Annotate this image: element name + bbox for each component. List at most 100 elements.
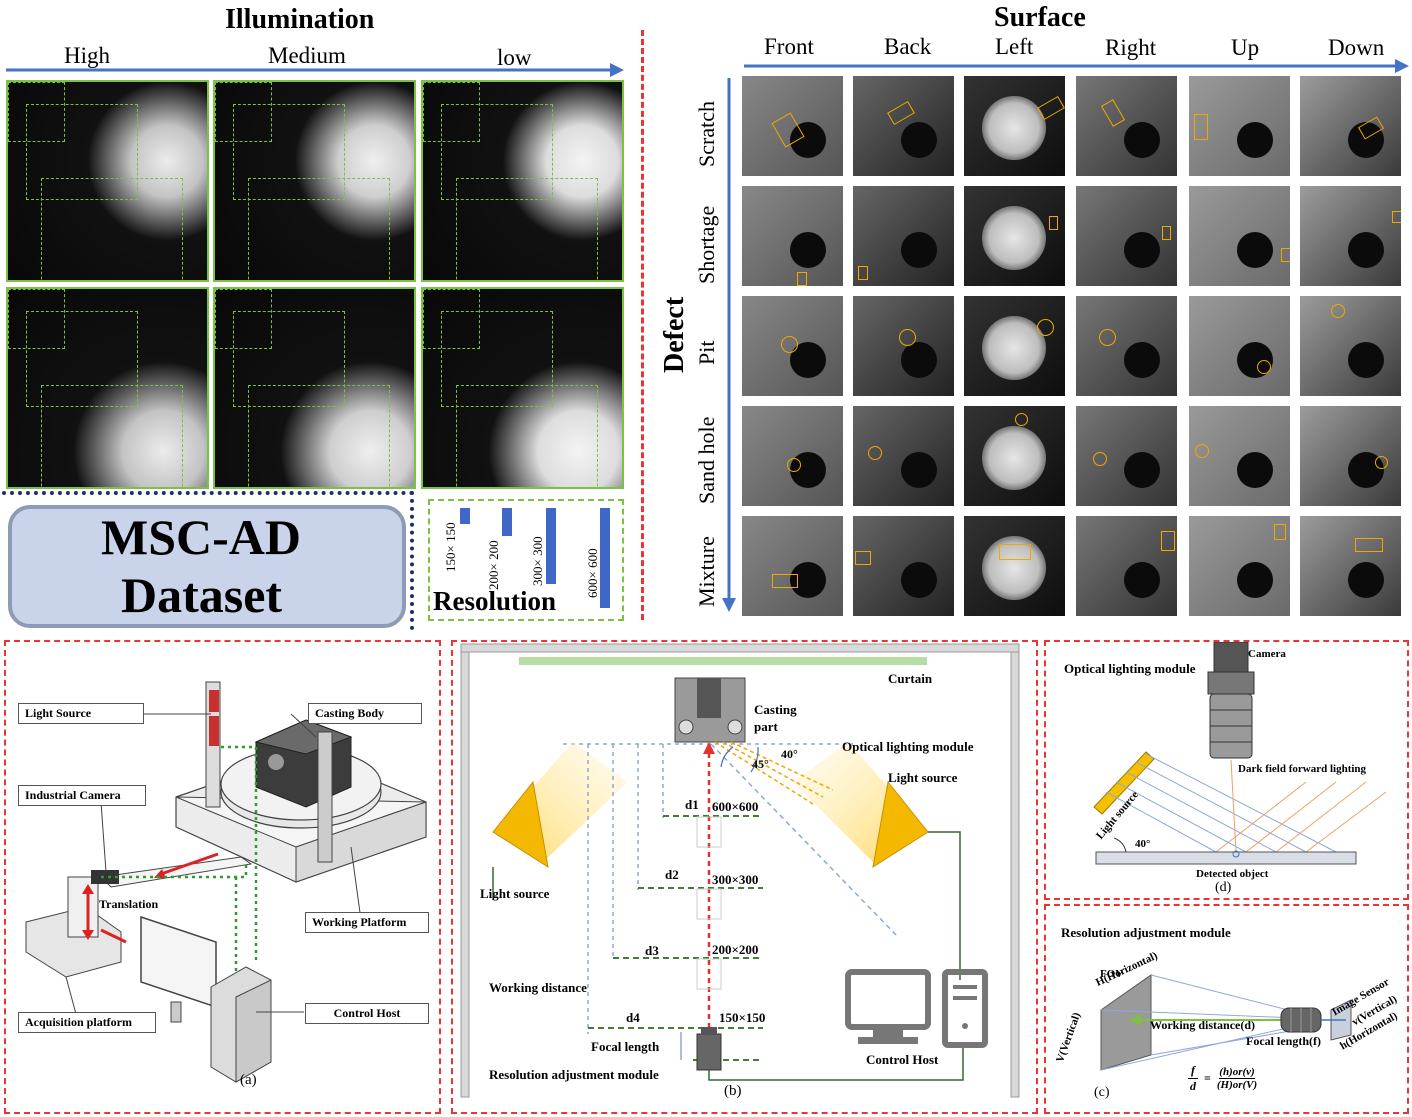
defect-circle-marker: [780, 335, 798, 353]
casting-feature: [790, 232, 826, 268]
res-bar-300: [546, 508, 556, 584]
resolution-title: Resolution: [433, 586, 557, 616]
label-working-platform: Working Platform: [305, 912, 429, 933]
res-bar-600: [600, 508, 610, 608]
panel-a-caption: (a): [240, 1072, 257, 1088]
defect-box-marker: [1194, 114, 1208, 140]
surface-defect-image: [742, 296, 843, 396]
label-curtain: Curtain: [888, 671, 933, 686]
label-light-source-left: Light source: [480, 886, 550, 901]
defect-box-marker: [1355, 538, 1383, 552]
casting-feature: [901, 562, 937, 598]
label-d1: d1: [685, 797, 699, 812]
label-angle-40: 40°: [781, 747, 798, 761]
zoom-region-box: [248, 178, 390, 280]
illumination-title: Illumination: [225, 4, 375, 35]
label-working-distance: Working distance: [489, 980, 587, 995]
label-fov: FOV: [1100, 968, 1124, 980]
casting-feature: [982, 316, 1046, 380]
panel-d-frame: [1044, 640, 1409, 900]
res-label-600: 600× 600: [585, 548, 600, 598]
surface-defect-image: [853, 296, 954, 396]
illumination-image: [213, 80, 416, 282]
formula: f d = (h)or(v) (H)or(V): [1188, 1063, 1257, 1094]
defect-box-marker: [887, 100, 915, 126]
surface-defect-image: [964, 406, 1065, 506]
surface-defect-image: [1300, 516, 1401, 616]
panel-c-illustration: [1100, 974, 1352, 1071]
surface-defect-image: [742, 76, 843, 176]
label-translation: Translation: [99, 897, 159, 911]
panel-b-caption: (b): [724, 1083, 742, 1099]
zoom-region-box: [248, 385, 390, 487]
label-600: 600×600: [712, 799, 759, 814]
panel-b-frame: [451, 640, 1038, 1114]
defect-title: Defect: [659, 296, 690, 373]
label-angle-45: 45°: [752, 757, 769, 771]
surface-defect-image: [1076, 76, 1177, 176]
casting-feature: [1237, 122, 1273, 158]
surface-col-back: Back: [884, 34, 932, 59]
defect-box-marker: [1392, 211, 1401, 223]
casting-feature: [1237, 562, 1273, 598]
panel-c-caption: (c): [1094, 1085, 1110, 1100]
defect-box-marker: [855, 551, 871, 565]
label-acquisition-platform: Acquisition platform: [18, 1012, 156, 1033]
defect-box-marker: [1037, 95, 1065, 121]
defect-circle-marker: [1014, 412, 1028, 426]
formula-den: (H)or(V): [1216, 1079, 1258, 1091]
casting-feature: [901, 232, 937, 268]
panel-d-illustration: [1093, 642, 1387, 865]
label-d2: d2: [665, 867, 679, 882]
casting-feature: [1124, 122, 1160, 158]
zoom-region-box: [233, 104, 345, 200]
label-d4: d4: [626, 1010, 640, 1025]
dataset-title-line2: Dataset: [121, 567, 283, 623]
illum-high: High: [64, 43, 110, 68]
illumination-image: [421, 80, 624, 282]
defect-box-marker: [1281, 248, 1290, 262]
label-d3: d3: [645, 943, 659, 958]
illumination-arrow: [6, 63, 624, 77]
defect-circle-marker: [1331, 304, 1345, 318]
zoom-region-box: [8, 289, 65, 349]
defect-row-scratch: Scratch: [694, 101, 719, 167]
zoom-region-box: [233, 311, 345, 407]
surface-col-right: Right: [1105, 35, 1157, 60]
dataset-title-line1: MSC-AD: [101, 509, 301, 565]
defect-box-marker: [999, 544, 1031, 560]
illumination-image: [213, 287, 416, 489]
res-label-200: 200× 200: [486, 540, 501, 590]
label-control-host-b: Control Host: [866, 1052, 939, 1067]
defect-box-marker: [797, 272, 807, 286]
surface-defect-image: [964, 516, 1065, 616]
surface-defect-image: [964, 186, 1065, 286]
illumination-image: [6, 80, 209, 282]
defect-circle-marker: [787, 458, 801, 472]
casting-feature: [1124, 342, 1160, 378]
formula-num: (h)or(v): [1219, 1066, 1255, 1079]
casting-feature: [901, 342, 937, 378]
defect-row-mixture: Mixture: [694, 536, 719, 607]
defect-box-marker: [1274, 524, 1286, 540]
res-label-150: 150× 150: [443, 522, 458, 572]
defect-circle-marker: [1093, 452, 1107, 466]
surface-defect-image: [1300, 406, 1401, 506]
casting-feature: [1124, 452, 1160, 488]
resolution-legend: [428, 499, 624, 621]
surface-defect-image: [1189, 76, 1290, 176]
label-optical-lighting-module-b: Optical lighting module: [842, 739, 974, 754]
label-working-distance-c: Working distance(d): [1150, 1018, 1256, 1032]
surface-col-up: Up: [1231, 35, 1260, 60]
surface-defect-image: [1076, 516, 1177, 616]
surface-defect-image: [742, 516, 843, 616]
label-casting-part: Casting part: [754, 702, 797, 734]
zoom-region-box: [456, 385, 598, 487]
label-camera: Camera: [1248, 648, 1286, 660]
surface-defect-image: [853, 516, 954, 616]
defect-box-marker: [1162, 226, 1171, 240]
zoom-region-box: [26, 311, 138, 407]
surface-defect-image: [853, 76, 954, 176]
label-300: 300×300: [712, 872, 759, 887]
casting-feature: [790, 122, 826, 158]
